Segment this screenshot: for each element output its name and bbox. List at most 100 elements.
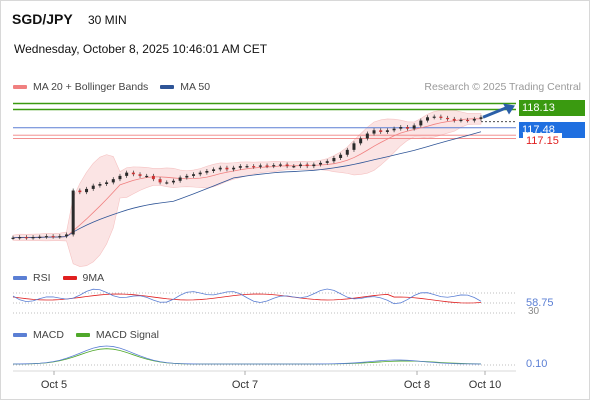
candle-body — [352, 143, 356, 150]
candle-body — [125, 172, 129, 176]
candle-body — [138, 174, 142, 176]
macd-line — [12, 345, 482, 365]
candle-body — [91, 185, 95, 189]
ma20-legend-label: MA 20 + Bollinger Bands — [33, 81, 149, 93]
candle-body — [105, 182, 109, 185]
candle-body — [192, 174, 196, 176]
candle-body — [151, 175, 155, 180]
candle-body — [466, 119, 470, 122]
candle-body — [372, 130, 376, 134]
macd-signal-legend-label: MACD Signal — [95, 329, 159, 341]
candle-body — [479, 117, 483, 119]
candle-body — [285, 164, 289, 167]
candle-body — [272, 165, 276, 167]
candle-body — [64, 234, 68, 237]
x-tick-label: Oct 7 — [232, 379, 258, 391]
candle-body — [252, 166, 256, 168]
rsi-line — [12, 288, 482, 305]
rsi-legend-label: RSI — [33, 272, 51, 284]
candle-body — [44, 236, 48, 238]
bollinger-band — [12, 109, 482, 267]
candle-body — [11, 237, 15, 239]
ma50-line — [12, 131, 482, 239]
candle-body — [58, 236, 62, 238]
symbol-title: SGD/JPY — [12, 11, 73, 27]
candle-body — [131, 172, 135, 175]
ma50-swatch — [160, 85, 175, 89]
candle-body — [412, 125, 416, 129]
candle-body — [292, 166, 296, 168]
candle-body — [232, 167, 236, 170]
candle-body — [245, 166, 249, 168]
macd-value-tag: 0.10 — [523, 356, 551, 372]
candle-body — [85, 188, 89, 193]
candle-body — [339, 154, 343, 158]
candle-body — [332, 157, 336, 162]
candle-body — [432, 116, 436, 118]
x-tick-label: Oct 8 — [404, 379, 430, 391]
ma50-legend-label: MA 50 — [180, 81, 211, 93]
macd-signal-swatch — [75, 333, 90, 337]
ma20-swatch — [13, 85, 27, 89]
rsi-lower-tag: 30 — [528, 306, 540, 317]
macd-swatch — [13, 333, 27, 337]
candle-body — [319, 162, 323, 165]
forecast-arrowhead — [503, 103, 515, 115]
candle-body — [439, 116, 443, 118]
candle-body — [392, 128, 396, 131]
candle-body — [278, 164, 282, 166]
timeframe-label: 30 MIN — [88, 13, 127, 27]
candle-body — [238, 166, 242, 168]
x-tick-label: Oct 10 — [469, 379, 501, 391]
candle-body — [258, 165, 262, 167]
ma20-line — [12, 118, 481, 239]
candle-body — [385, 130, 389, 132]
candle-body — [24, 237, 28, 239]
candle-body — [165, 182, 169, 184]
candle-body — [171, 180, 175, 183]
candle-body — [71, 190, 75, 235]
candle-body — [399, 127, 403, 129]
rsi-ma-swatch — [62, 276, 77, 280]
candle-body — [111, 179, 115, 183]
candle-body — [419, 120, 423, 126]
candle-body — [98, 184, 102, 186]
support-tag: 117.15 — [523, 133, 562, 149]
rsi-ma-legend-label: 9MA — [82, 272, 105, 284]
candle-body — [446, 117, 450, 120]
macd-signal-line — [12, 348, 482, 365]
macd-legend-label: MACD — [33, 329, 64, 341]
candle-body — [18, 237, 22, 239]
candle-body — [51, 236, 55, 238]
candle-body — [78, 190, 82, 193]
candle-body — [265, 165, 269, 167]
candle-body — [312, 164, 316, 167]
x-tick-label: Oct 5 — [41, 379, 67, 391]
candle-body — [452, 118, 456, 121]
candle-body — [118, 175, 122, 180]
candle-body — [325, 161, 329, 163]
candle-body — [298, 164, 302, 167]
candle-body — [218, 167, 222, 170]
candle-body — [31, 237, 35, 239]
candle-body — [305, 164, 309, 167]
rsi-ma-line — [12, 293, 482, 304]
credit-label: Research © 2025 Trading Central — [424, 81, 581, 93]
candle-body — [359, 138, 363, 144]
macd-legend: MACD MACD Signal — [13, 329, 159, 341]
forecast-arrow — [482, 106, 508, 119]
candle-body — [205, 171, 209, 173]
rsi-swatch — [13, 276, 27, 280]
candle-body — [405, 127, 409, 129]
candle-body — [365, 133, 369, 139]
datetime-label: Wednesday, October 8, 2025 10:46:01 AM C… — [14, 42, 268, 56]
candle-body — [459, 119, 463, 122]
candle-body — [145, 175, 149, 178]
rsi-legend: RSI 9MA — [13, 272, 104, 284]
candle-body — [472, 118, 476, 121]
resistance-tag: 118.13 — [519, 100, 585, 116]
main-legend: MA 20 + Bollinger Bands MA 50 — [13, 81, 210, 93]
candle-body — [426, 117, 430, 121]
